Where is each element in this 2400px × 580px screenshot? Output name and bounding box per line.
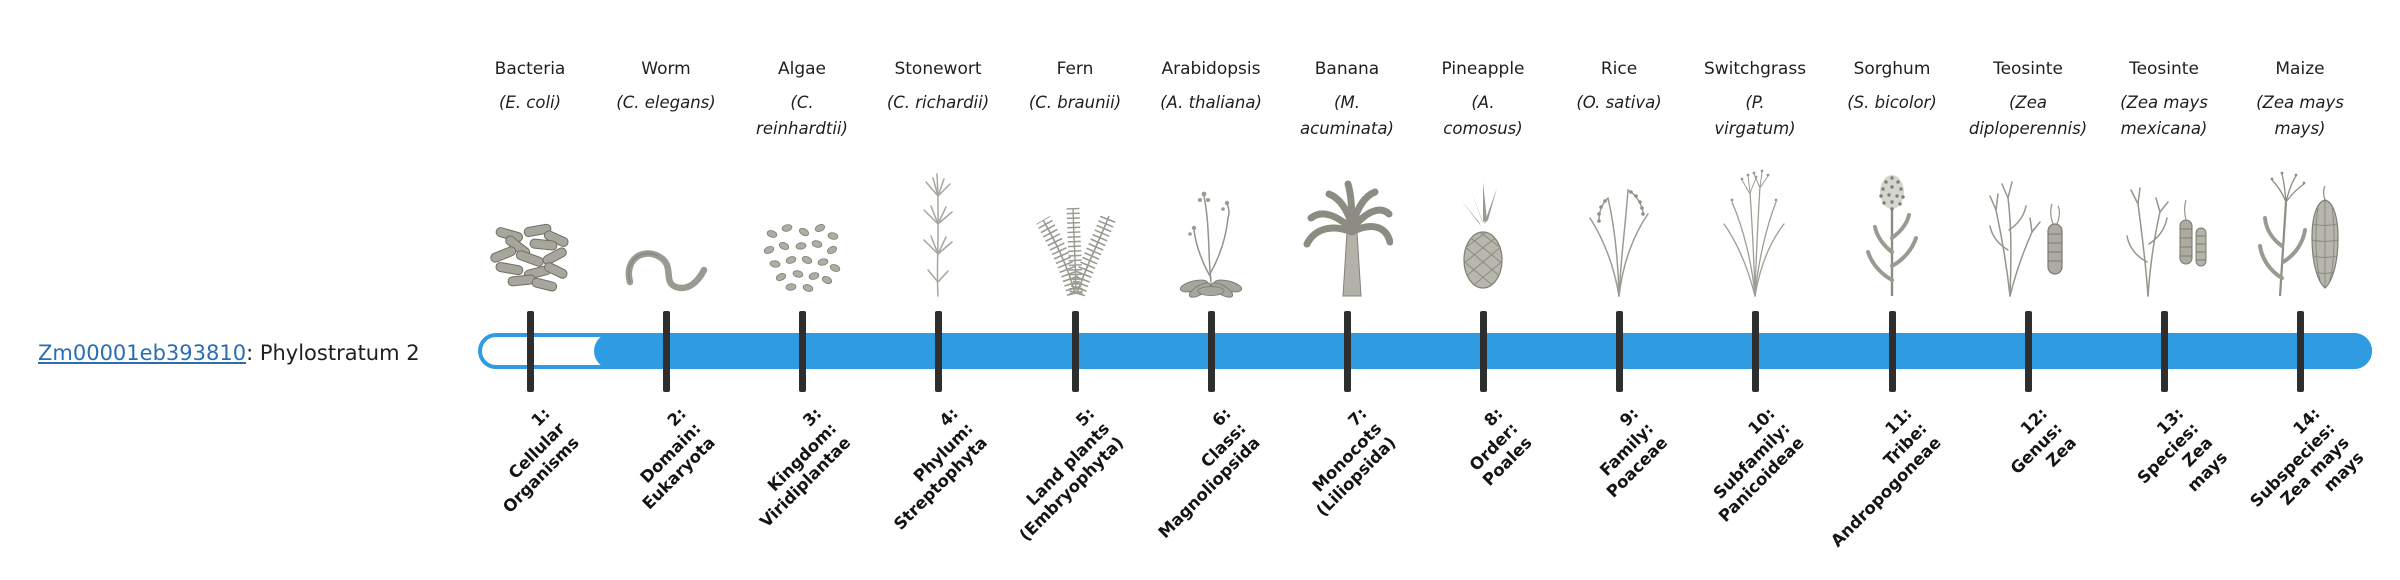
phylostratum-tick-label: 4: Phylum: Streptophyta bbox=[889, 404, 991, 534]
organism-column: Arabidopsis (A. thaliana) bbox=[1133, 58, 1289, 298]
phylostratum-tick-label: 1: Cellular Organisms bbox=[498, 404, 583, 517]
phylostratum-tick-label: 11: Tribe: Andropogoneae bbox=[1826, 404, 1945, 551]
worm-icon bbox=[620, 148, 712, 298]
organism-scientific-name: (Zea mays mexicana) bbox=[2120, 93, 2208, 138]
organism-scientific-name: (C. braunii) bbox=[1028, 93, 1122, 112]
organism-name: Arabidopsis bbox=[1161, 59, 1261, 79]
rice-icon bbox=[1578, 148, 1660, 298]
organism-scientific-name: (A. thaliana) bbox=[1160, 93, 1262, 112]
organism-column: Sorghum (S. bicolor) bbox=[1814, 58, 1970, 298]
maize-icon bbox=[2252, 148, 2348, 298]
teosinte-mexicana-icon bbox=[2116, 148, 2212, 298]
arabidopsis-icon bbox=[1170, 148, 1252, 298]
algae-icon bbox=[756, 148, 848, 298]
organism-column: Worm (C. elegans) bbox=[588, 58, 744, 298]
phylostratum-tick bbox=[1616, 311, 1623, 392]
organism-column: Pineapple (A. comosus) bbox=[1405, 58, 1561, 298]
organism-name: Stonewort bbox=[894, 59, 982, 79]
organism-scientific-name: (S. bicolor) bbox=[1847, 93, 1937, 112]
organism-column: Banana (M. acuminata) bbox=[1269, 58, 1425, 298]
organism-column: Fern (C. braunii) bbox=[997, 58, 1153, 298]
phylostratum-tick bbox=[1480, 311, 1487, 392]
organism-name: Sorghum bbox=[1853, 59, 1931, 79]
bacteria-icon bbox=[484, 148, 576, 298]
phylostratum-tick bbox=[663, 311, 670, 392]
organism-name: Worm bbox=[641, 59, 691, 79]
stonewort-icon bbox=[906, 148, 970, 298]
organism-scientific-name: (M. acuminata) bbox=[1300, 93, 1394, 138]
phylostratum-tick-label: 7: Monocots (Liliopsida) bbox=[1308, 404, 1400, 521]
phylostratum-tick-label: 6: Class: Magnoliopsida bbox=[1154, 404, 1264, 543]
gene-phylostratum-text: : Phylostratum 2 bbox=[246, 341, 420, 365]
organism-name: Switchgrass bbox=[1703, 59, 1807, 79]
organism-name: Bacteria bbox=[494, 59, 566, 79]
organism-name: Algae bbox=[777, 59, 827, 79]
organism-scientific-name: (Zea mays mays) bbox=[2256, 93, 2344, 138]
organism-name: Rice bbox=[1600, 59, 1638, 79]
organism-column: Switchgrass (P. virgatum) bbox=[1677, 58, 1833, 298]
phylostratum-tick-label: 8: Order: Poales bbox=[1465, 404, 1536, 490]
organism-column: Bacteria (E. coli) bbox=[452, 58, 608, 298]
phylostratum-tick-label: 9: Family: Poaceae bbox=[1595, 404, 1672, 502]
phylostratum-tick bbox=[2297, 311, 2304, 392]
phylostratum-tick-label: 12: Genus: Zea bbox=[2006, 404, 2081, 478]
teosinte-diploperennis-icon bbox=[1980, 148, 2076, 298]
organism-scientific-name: (P. virgatum) bbox=[1714, 93, 1796, 138]
organism-column: Teosinte (Zea mays mexicana) bbox=[2086, 58, 2242, 298]
organism-name: Banana bbox=[1314, 59, 1380, 79]
organism-scientific-name: (O. sativa) bbox=[1576, 93, 1662, 112]
organism-scientific-name: (C. elegans) bbox=[616, 93, 716, 112]
gene-label: Zm00001eb393810: Phylostratum 2 bbox=[38, 341, 420, 365]
phylostratum-tick-label: 10: Subfamily: Panicoideae bbox=[1709, 404, 1808, 527]
organism-scientific-name: (A. comosus) bbox=[1443, 93, 1523, 138]
phylostratum-tick-label: 3: Kingdom: Viridiplantae bbox=[756, 404, 855, 532]
organism-scientific-name: (E. coli) bbox=[498, 93, 562, 112]
phylostratum-tick bbox=[1889, 311, 1896, 392]
gene-link[interactable]: Zm00001eb393810 bbox=[38, 341, 247, 365]
phylostratum-tick-label: 13: Species: Zea mays bbox=[2133, 404, 2232, 496]
organism-name: Pineapple bbox=[1441, 59, 1525, 79]
organism-column: Teosinte (Zea diploperennis) bbox=[1950, 58, 2106, 298]
organism-column: Maize (Zea mays mays) bbox=[2222, 58, 2378, 298]
phylostratum-tick bbox=[1208, 311, 1215, 392]
banana-icon bbox=[1301, 148, 1393, 298]
organism-name: Maize bbox=[2275, 59, 2325, 79]
organism-column: Stonewort (C. richardii) bbox=[860, 58, 1016, 298]
organism-scientific-name: (C. richardii) bbox=[886, 93, 990, 112]
phylostratum-tick-label: 14: Subspecies: Zea mays mays bbox=[2245, 404, 2368, 511]
organism-column: Algae (C. reinhardtii) bbox=[724, 58, 880, 298]
phylostratum-tick bbox=[1752, 311, 1759, 392]
organism-scientific-name: (Zea diploperennis) bbox=[1968, 93, 2088, 138]
organism-name: Fern bbox=[1056, 59, 1094, 79]
phylostratum-tick bbox=[1344, 311, 1351, 392]
organism-column: Rice (O. sativa) bbox=[1541, 58, 1697, 298]
phylostratum-tick bbox=[527, 311, 534, 392]
phylostratum-tick-label: 2: Domain: Eukaryota bbox=[635, 404, 719, 514]
organism-name: Teosinte bbox=[2129, 59, 2199, 79]
organism-scientific-name: (C. reinhardtii) bbox=[756, 93, 848, 138]
phylostratum-tick bbox=[2025, 311, 2032, 392]
phylostratum-tick-label: 5: Land plants (Embryophyta) bbox=[1015, 404, 1128, 545]
phylostratum-tick bbox=[935, 311, 942, 392]
pineapple-icon bbox=[1447, 148, 1519, 298]
switchgrass-icon bbox=[1714, 148, 1796, 298]
organism-name: Teosinte bbox=[1993, 59, 2063, 79]
phylostratum-tick bbox=[2161, 311, 2168, 392]
phylostratum-tick bbox=[1072, 311, 1079, 392]
sorghum-icon bbox=[1851, 148, 1933, 298]
phylostratum-tick bbox=[799, 311, 806, 392]
fern-icon bbox=[1029, 148, 1121, 298]
